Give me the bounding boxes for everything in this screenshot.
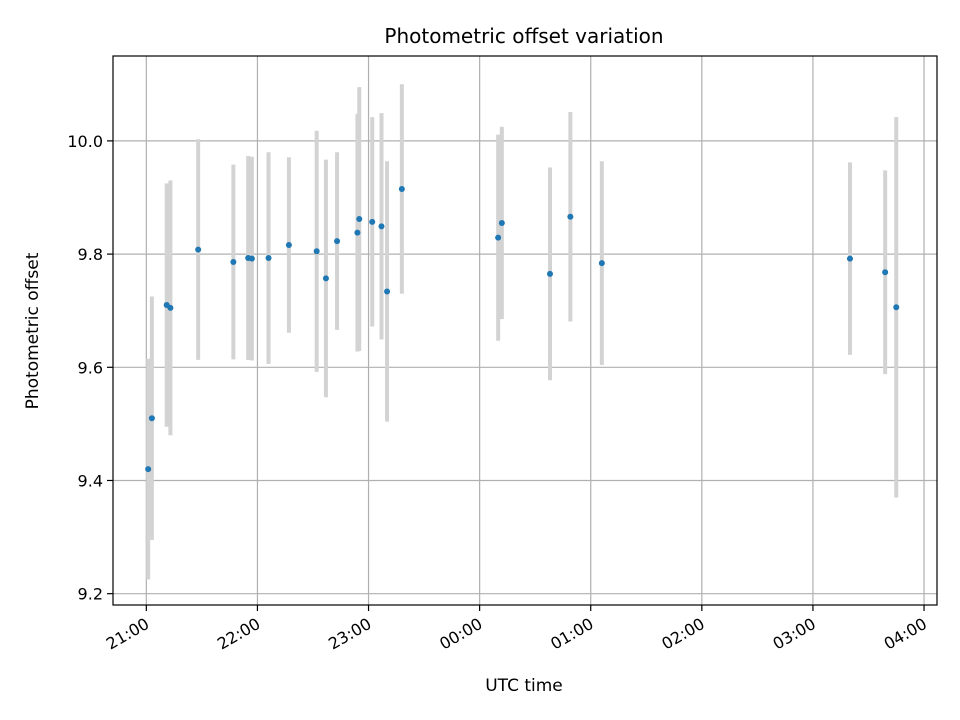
gridlines <box>113 56 937 605</box>
y-tick-label: 9.4 <box>78 471 103 490</box>
data-point <box>322 275 329 282</box>
data-point <box>195 246 202 253</box>
data-point <box>145 466 152 473</box>
y-axis-label: Photometric offset <box>23 252 43 409</box>
data-point <box>378 223 385 230</box>
data-point <box>882 269 889 276</box>
data-point <box>846 255 853 262</box>
data-point <box>384 288 391 295</box>
y-axis: 9.2 9.4 9.6 9.8 10.0 <box>67 132 113 604</box>
data-point <box>369 218 376 225</box>
y-tick-label: 9.2 <box>78 585 103 604</box>
data-point <box>334 238 341 245</box>
data-point <box>495 234 502 241</box>
data-point <box>230 259 237 266</box>
data-point <box>356 216 363 223</box>
data-point <box>398 186 405 193</box>
data-point <box>546 270 553 277</box>
chart-title: Photometric offset variation <box>384 24 663 48</box>
data-point <box>285 242 292 249</box>
data-point <box>148 415 155 422</box>
data-point <box>354 229 361 236</box>
data-point <box>248 255 255 262</box>
plot-frame <box>112 55 938 606</box>
data-point <box>498 219 505 226</box>
y-tick-label: 9.8 <box>78 245 103 264</box>
data-point <box>313 248 320 255</box>
data-point <box>567 213 574 220</box>
data-point <box>893 304 900 311</box>
data-point <box>167 304 174 311</box>
data-points <box>145 186 900 473</box>
data-point <box>265 255 272 262</box>
y-tick-label: 10.0 <box>67 132 103 151</box>
y-tick-label: 9.6 <box>78 358 103 377</box>
x-axis-label: UTC time <box>485 676 563 696</box>
data-point <box>598 260 605 267</box>
